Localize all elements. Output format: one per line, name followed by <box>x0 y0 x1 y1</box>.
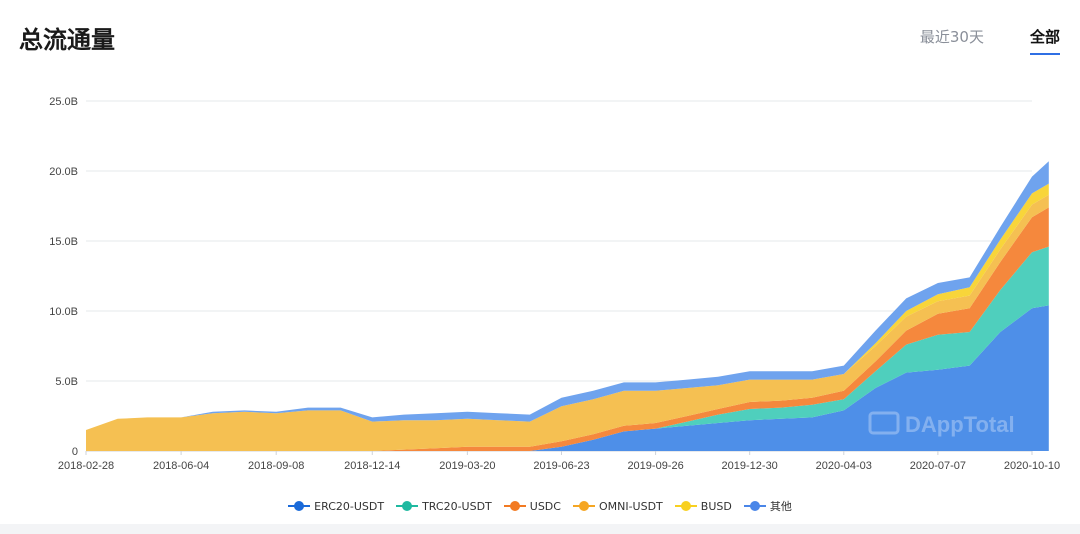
x-tick-label: 2019-09-26 <box>627 460 683 472</box>
x-axis: 2018-02-28 2018-06-04 2018-09-08 2018-12-14… <box>58 451 1060 472</box>
y-tick-label: 25.0B <box>49 96 78 108</box>
legend-marker-icon <box>288 501 311 511</box>
legend-item[interactable]: ERC20-USDT <box>288 498 384 514</box>
area-series-OMNI-USDT[interactable] <box>86 194 1049 452</box>
y-tick-label: 15.0B <box>49 236 78 248</box>
x-tick-label: 2018-12-14 <box>344 460 400 472</box>
x-tick-label: 2018-09-08 <box>248 460 304 472</box>
legend-item[interactable]: OMNI-USDT <box>572 498 663 514</box>
x-tick-label: 2018-06-04 <box>153 460 209 472</box>
legend-item[interactable]: BUSD <box>674 498 732 514</box>
area-series-ERC20-USDT[interactable] <box>86 305 1049 451</box>
legend-marker-icon <box>396 501 419 511</box>
watermark-logo-icon <box>868 411 900 435</box>
stacked-area-chart[interactable]: 0 5.0B 10.0B 15.0B 20.0B 25.0B DAppTotal 2018… <box>0 80 1080 480</box>
chart-legend: ERC20-USDT TRC20-USDT USDC OMNI-USDT BUSD 其他 <box>0 498 1080 514</box>
x-tick-label: 2019-06-23 <box>533 460 589 472</box>
legend-item[interactable]: TRC20-USDT <box>396 498 492 514</box>
legend-item[interactable]: 其他 <box>743 498 792 514</box>
y-tick-label: 10.0B <box>49 306 78 318</box>
area-layer <box>86 161 1049 452</box>
legend-marker-icon <box>503 501 526 511</box>
legend-label: ERC20-USDT <box>314 499 385 513</box>
x-tick-label: 2019-03-20 <box>439 460 495 472</box>
tab-last-30-days[interactable]: 最近30天 <box>919 28 984 46</box>
legend-item[interactable]: USDC <box>503 498 561 514</box>
x-tick-label: 2019-12-30 <box>722 460 778 472</box>
y-tick-label: 20.0B <box>49 166 78 178</box>
legend-marker-icon <box>743 501 766 511</box>
legend-label: USDC <box>529 499 561 513</box>
page-title: 总流通量 <box>19 26 115 54</box>
footer-band <box>0 524 1080 534</box>
legend-label: TRC20-USDT <box>422 499 492 513</box>
watermark-text: DAppTotal <box>905 412 1015 437</box>
y-tick-label: 5.0B <box>55 376 78 388</box>
legend-label: OMNI-USDT <box>598 499 663 513</box>
x-tick-label: 2020-10-10 <box>1004 460 1060 472</box>
time-range-tabs: 最近30天 全部 <box>919 26 1061 55</box>
legend-marker-icon <box>572 501 595 511</box>
legend-marker-icon <box>674 501 697 511</box>
tab-all[interactable]: 全部 <box>1029 26 1061 55</box>
x-tick-label: 2020-07-07 <box>910 460 966 472</box>
x-tick-label: 2020-04-03 <box>816 460 872 472</box>
y-tick-label: 0 <box>72 446 78 458</box>
x-tick-label: 2018-02-28 <box>58 460 114 472</box>
legend-label: 其他 <box>769 500 792 513</box>
legend-label: BUSD <box>700 499 732 513</box>
